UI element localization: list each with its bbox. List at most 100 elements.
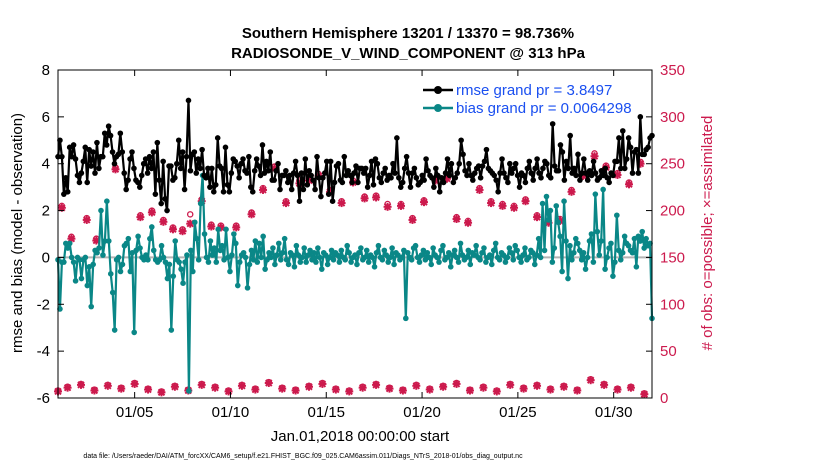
bias-point <box>201 231 208 237</box>
bias-point <box>303 259 309 265</box>
bias-point <box>584 254 591 261</box>
x-tick-label: 01/30 <box>595 404 633 421</box>
obs-possible-point <box>186 211 194 218</box>
rmse-point <box>396 174 402 181</box>
chart-subtitle: RADIOSONDE_V_WIND_COMPONENT @ 313 hPa <box>231 45 586 62</box>
rmse-point <box>499 156 505 162</box>
rmse-point <box>271 177 277 183</box>
rmse-point <box>92 170 98 176</box>
rmse-point <box>370 182 377 188</box>
rmse-point <box>421 177 427 183</box>
rmse-point <box>423 156 429 162</box>
rmse-point <box>158 200 165 207</box>
bias-point <box>444 254 450 261</box>
y-tick-label: 6 <box>42 109 50 126</box>
bias-point <box>567 242 573 249</box>
bias-point <box>63 240 69 247</box>
rmse-point <box>526 158 533 165</box>
bias-point <box>453 254 460 261</box>
bias-point <box>244 285 251 291</box>
rmse-point <box>462 167 468 174</box>
rmse-point <box>285 179 291 186</box>
bias-point <box>526 254 532 261</box>
bias-point <box>412 242 419 249</box>
bias-point <box>289 252 296 258</box>
bias-point <box>447 264 454 270</box>
bias-point <box>164 275 171 282</box>
bias-point <box>637 238 644 244</box>
obs-assimilated-point <box>232 223 241 232</box>
rmse-point <box>240 156 246 162</box>
obs-assimilated-point <box>590 152 599 161</box>
rmse-point <box>298 170 305 176</box>
rmse-point <box>119 149 126 155</box>
rmse-point <box>177 165 184 172</box>
obs-assimilated-low-point <box>492 387 501 396</box>
bias-point <box>514 247 520 254</box>
rmse-point <box>623 156 630 162</box>
bias-point <box>158 242 165 249</box>
bias-point <box>451 247 458 254</box>
bias-point <box>612 259 618 265</box>
bias-point <box>621 233 628 240</box>
obs-assimilated-point <box>521 197 530 206</box>
rmse-point <box>193 170 200 176</box>
rmse-point <box>226 189 233 195</box>
rmse-point <box>308 172 314 179</box>
rmse-point <box>561 177 568 183</box>
rmse-point <box>616 135 622 141</box>
bias-point <box>270 245 276 251</box>
obs-assimilated-point <box>178 227 187 236</box>
bias-point <box>64 245 71 251</box>
bias-point <box>96 245 102 251</box>
bias-point <box>182 259 188 265</box>
bias-point <box>213 259 220 265</box>
rmse-point <box>212 182 219 188</box>
obs-assimilated-low-point <box>90 386 99 395</box>
rmse-point <box>121 170 128 176</box>
rmse-point <box>211 189 217 195</box>
bias-point <box>539 200 546 207</box>
rmse-point <box>581 156 587 162</box>
bias-point <box>436 259 442 265</box>
rmse-point <box>273 167 279 174</box>
obs-assimilated-point <box>625 180 634 189</box>
rmse-point <box>267 149 274 155</box>
rmse-point <box>602 165 609 172</box>
rmse-point <box>425 167 431 174</box>
bias-point <box>619 249 626 256</box>
bias-point <box>403 315 409 322</box>
bias-point <box>266 249 272 256</box>
bias-point <box>260 233 266 240</box>
bias-point <box>72 278 79 284</box>
bias-point <box>193 235 200 242</box>
rmse-point <box>374 160 381 167</box>
rmse-point <box>419 172 425 179</box>
bias-point <box>557 233 563 240</box>
y-tick-label: 0 <box>42 249 50 266</box>
rmse-point <box>238 160 244 167</box>
rmse-point <box>557 142 564 148</box>
obs-assimilated-point <box>111 165 120 174</box>
bias-point <box>293 242 300 249</box>
rmse-point <box>456 160 462 167</box>
bias-point <box>561 198 567 204</box>
rmse-point <box>491 172 498 179</box>
rmse-point <box>483 146 490 153</box>
rmse-point <box>530 177 536 183</box>
bias-point <box>356 249 362 256</box>
rmse-point <box>454 170 461 176</box>
obs-assimilated-low-point <box>63 383 72 392</box>
rmse-point <box>283 167 289 174</box>
rmse-point <box>343 172 350 179</box>
rmse-point <box>392 170 398 176</box>
bias-point <box>279 249 286 256</box>
bias-point <box>233 240 239 247</box>
rmse-point <box>339 179 346 186</box>
bias-point <box>57 306 63 312</box>
bias-point <box>195 256 202 263</box>
bias-point <box>508 249 515 256</box>
rmse-point <box>156 177 163 183</box>
bias-point <box>399 254 405 261</box>
bias-point <box>569 256 575 263</box>
